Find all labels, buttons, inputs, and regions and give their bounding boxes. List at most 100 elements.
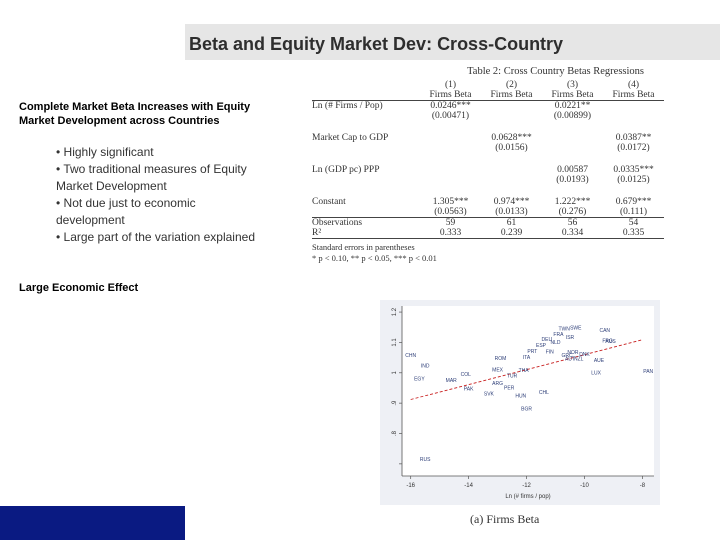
- se-cell: (0.00899): [553, 111, 592, 121]
- se-cell: (0.0133): [495, 207, 528, 217]
- se-cell: (0.0193): [556, 175, 589, 185]
- y-tick-label: 1.2: [392, 307, 398, 316]
- y-tick-label: .8: [392, 430, 398, 436]
- data-point-label: PER: [504, 385, 515, 391]
- x-tick-label: -14: [464, 483, 473, 489]
- data-point-label: NZL: [574, 356, 584, 362]
- x-tick-label: -16: [406, 483, 415, 489]
- se-cell: [481, 111, 542, 121]
- data-point-label: ROM: [495, 356, 507, 362]
- row-label: Market Cap to GDP: [312, 133, 389, 143]
- se-cell: [481, 175, 542, 185]
- data-point-label: FRA: [553, 332, 564, 338]
- x-tick-label: -12: [522, 483, 531, 489]
- se-cell: (0.111): [620, 207, 647, 217]
- data-point-label: CHN: [405, 353, 416, 359]
- coef-cell: 1.305***: [432, 197, 469, 207]
- row-label: Ln (GDP pc) PPP: [312, 165, 380, 175]
- regression-table: Table 2: Cross Country Betas Regressions…: [312, 66, 664, 264]
- col-header: Firms Beta: [603, 90, 664, 101]
- data-point-label: ARG: [492, 381, 503, 387]
- r2-label: R²: [312, 228, 420, 239]
- data-point-label: AUE: [594, 358, 605, 364]
- y-tick-label: 1: [392, 370, 398, 374]
- se-cell: [603, 111, 664, 121]
- se-cell: [420, 175, 481, 185]
- se-cell: [542, 143, 603, 153]
- coef-cell: [481, 101, 542, 112]
- table-note-se: Standard errors in parentheses: [312, 242, 415, 252]
- data-point-label: LUX: [591, 370, 601, 376]
- data-point-label: HUN: [515, 394, 526, 400]
- data-point-label: CHL: [539, 390, 549, 396]
- se-cell: (0.0172): [617, 143, 650, 153]
- data-point-label: DNK: [579, 352, 590, 358]
- obs-cell: 59: [420, 217, 481, 228]
- bullet-item: • Two traditional measures of Equity Mar…: [56, 162, 247, 193]
- row-label: Constant: [312, 197, 346, 207]
- data-point-label: EGY: [414, 376, 425, 382]
- obs-cell: 61: [481, 217, 542, 228]
- se-cell: [420, 143, 481, 153]
- x-tick-label: -8: [640, 483, 646, 489]
- se-cell: (0.0156): [495, 143, 528, 153]
- coef-cell: 0.0335***: [613, 165, 654, 175]
- data-point-label: SVK: [484, 392, 495, 398]
- y-tick-label: 1.1: [392, 338, 398, 347]
- data-point-label: BGR: [521, 407, 532, 413]
- col-number: (2): [505, 80, 518, 90]
- coef-cell: [420, 165, 481, 175]
- coef-cell: 0.974***: [493, 197, 530, 207]
- col-number: (4): [627, 80, 640, 90]
- r2-cell: 0.239: [481, 228, 542, 239]
- y-tick-label: .9: [392, 400, 398, 406]
- col-header: Firms Beta: [420, 90, 481, 101]
- data-point-label: ISR: [566, 335, 575, 341]
- x-axis-label: Ln (# firms / pop): [505, 494, 550, 500]
- col-number: (1): [444, 80, 457, 90]
- effect-label: Large Economic Effect: [19, 282, 139, 294]
- coef-cell: 0.0628***: [491, 133, 532, 143]
- slide-title: Beta and Equity Market Dev: Cross-Countr…: [185, 24, 720, 60]
- data-point-label: PAK: [464, 386, 474, 392]
- table-body: (1) (2) (3) (4) Firms Beta Firms Beta Fi…: [312, 80, 664, 239]
- se-cell: (0.0563): [434, 207, 467, 217]
- se-cell: (0.00471): [431, 111, 470, 121]
- data-point-label: IND: [421, 363, 430, 369]
- data-point-label: AUS: [605, 339, 616, 345]
- col-header: Firms Beta: [481, 90, 542, 101]
- coef-cell: [542, 133, 603, 143]
- coef-cell: [603, 101, 664, 112]
- data-point-label: COL: [461, 372, 472, 378]
- data-point-label: FRG: [602, 338, 613, 344]
- bullet-item: • Not due just to economic development: [56, 196, 196, 227]
- table-note-significance: * p < 0.10, ** p < 0.05, *** p < 0.01: [312, 253, 437, 263]
- data-point-label: CAN: [599, 328, 610, 334]
- data-point-label: TUR: [507, 373, 518, 379]
- data-point-label: FIN: [546, 350, 554, 356]
- coef-cell: [481, 165, 542, 175]
- bullet-item: • Highly significant: [56, 145, 154, 159]
- bullet-list: • Highly significant • Two traditional m…: [56, 144, 256, 246]
- row-label: Ln (# Firms / Pop): [312, 101, 383, 111]
- coef-cell: 0.0221**: [554, 101, 591, 111]
- coef-cell: 0.679***: [615, 197, 652, 207]
- coef-cell: 0.0246***: [430, 101, 471, 111]
- data-point-label: ESP: [536, 343, 547, 349]
- data-point-label: AUT: [565, 357, 575, 363]
- coef-cell: [420, 133, 481, 143]
- chart-caption: (a) Firms Beta: [470, 512, 540, 526]
- x-tick-label: -10: [580, 483, 589, 489]
- se-cell: (0.0125): [617, 175, 650, 185]
- data-point-label: MAR: [446, 378, 458, 384]
- data-point-label: TWN: [559, 327, 571, 333]
- data-point-label: ITA: [523, 355, 531, 361]
- obs-cell: 54: [603, 217, 664, 228]
- table-caption: Table 2: Cross Country Betas Regressions: [467, 66, 644, 77]
- coef-cell: 0.00587: [557, 165, 588, 175]
- scatter-chart: -16 -14 -12 -10 -8 .8 .9 1 1.1 1.2 Ln (# firms / p…: [380, 300, 660, 505]
- data-point-label: PAN: [643, 369, 653, 375]
- data-point-label: GRC: [562, 353, 574, 359]
- r2-cell: 0.334: [542, 228, 603, 239]
- slide-heading: Complete Market Beta Increases with Equi…: [19, 101, 251, 127]
